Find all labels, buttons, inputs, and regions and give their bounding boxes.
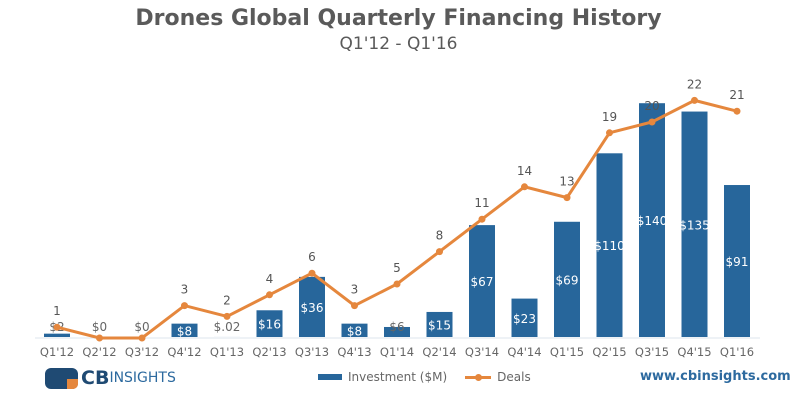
legend-swatch-deals <box>465 373 492 381</box>
x-tick-label: Q3'13 <box>295 345 329 359</box>
investment-label: $69 <box>556 273 579 287</box>
investment-label: $36 <box>301 301 324 315</box>
website-link[interactable]: www.cbinsights.com <box>640 369 791 384</box>
deals-label: 3 <box>181 283 189 297</box>
x-tick-label: Q1'12 <box>40 345 74 359</box>
investment-bar <box>469 225 495 337</box>
legend-label-deals: Deals <box>497 370 531 384</box>
logo-cb: CB <box>81 367 110 389</box>
deals-label: 22 <box>687 77 702 91</box>
deals-label: 6 <box>308 250 316 264</box>
investment-bar <box>299 276 325 337</box>
x-tick-label: Q3'14 <box>465 345 499 359</box>
deals-label: 19 <box>602 110 617 124</box>
investment-label: $15 <box>428 318 451 332</box>
investment-bar <box>44 333 70 337</box>
deals-point <box>138 334 146 342</box>
deals-point <box>393 280 401 288</box>
investment-bar <box>511 298 538 337</box>
investment-label: $110 <box>594 239 625 253</box>
x-tick-label: Q3'12 <box>125 345 159 359</box>
cb-insights-logo: CB INSIGHTS <box>45 367 176 389</box>
deals-point <box>223 312 231 320</box>
deals-point <box>351 302 358 310</box>
deals-label: 11 <box>474 196 489 210</box>
investment-bar <box>554 221 580 337</box>
deals-label: 21 <box>729 88 744 102</box>
investment-label: $0 <box>134 320 149 334</box>
investment-bar <box>341 323 368 337</box>
x-tick-label: Q4'12 <box>167 345 201 359</box>
legend: Investment ($M) Deals <box>318 370 531 384</box>
deals-point <box>96 334 103 342</box>
deals-point <box>181 302 188 310</box>
deals-label: 14 <box>517 164 532 178</box>
investment-bar <box>681 111 708 337</box>
x-tick-label: Q2'12 <box>82 345 116 359</box>
investment-bar <box>596 153 623 337</box>
chart-subtitle: Q1'12 - Q1'16 <box>339 34 458 54</box>
deals-label: 20 <box>644 99 659 113</box>
deals-label: 1 <box>53 304 61 318</box>
investment-label: $67 <box>471 275 494 289</box>
deals-point <box>733 107 741 115</box>
logo-mark-icon <box>45 367 78 389</box>
x-tick-label: Q2'15 <box>592 345 626 359</box>
investment-label: $140 <box>637 214 668 228</box>
investment-label: $135 <box>679 218 710 232</box>
deals-point <box>648 118 656 126</box>
deals-point <box>521 183 528 191</box>
investment-label: $.02 <box>214 320 241 334</box>
x-tick-label: Q3'15 <box>635 345 669 359</box>
investment-bar <box>639 103 665 337</box>
legend-label-investment: Investment ($M) <box>348 370 448 384</box>
investment-label: $16 <box>258 318 281 332</box>
deals-line <box>56 98 738 340</box>
deals-label: 4 <box>266 272 274 286</box>
deals-point <box>563 194 571 202</box>
legend-swatch-investment <box>318 374 342 380</box>
x-tick-label: Q1'15 <box>550 345 584 359</box>
deals-point <box>691 96 698 104</box>
x-tick-label: Q4'15 <box>677 345 711 359</box>
deals-label: 8 <box>436 229 444 243</box>
x-tick-label: Q4'14 <box>507 345 541 359</box>
x-tick-label: Q1'13 <box>210 345 244 359</box>
deals-point <box>308 269 316 277</box>
logo-insights: INSIGHTS <box>109 370 176 386</box>
investment-label: $6 <box>389 320 404 334</box>
investment-bar <box>256 310 283 337</box>
investment-bar <box>171 323 198 337</box>
x-tick-label: Q2'13 <box>252 345 286 359</box>
deals-point <box>436 248 443 256</box>
investment-bar <box>426 311 453 337</box>
x-tick-label: Q1'14 <box>380 345 414 359</box>
investment-label: $0 <box>92 320 107 334</box>
investment-label: $23 <box>513 312 536 326</box>
x-tick-label: Q2'14 <box>422 345 456 359</box>
deals-point <box>478 215 486 223</box>
deals-label: 13 <box>559 175 574 189</box>
deals-label: 5 <box>393 261 401 275</box>
investment-label: $91 <box>726 255 749 269</box>
x-tick-label: Q1'16 <box>720 345 754 359</box>
investment-bar <box>724 185 750 337</box>
deals-point <box>266 291 273 299</box>
investment-label: $8 <box>177 324 192 338</box>
investment-label: $8 <box>347 324 362 338</box>
deals-point <box>606 129 613 137</box>
x-tick-label: Q4'13 <box>337 345 371 359</box>
deals-label: 2 <box>223 293 231 307</box>
deals-point <box>53 323 61 331</box>
chart-title: Drones Global Quarterly Financing Histor… <box>135 6 662 31</box>
deals-label: 3 <box>351 283 359 297</box>
investment-bar <box>384 326 410 337</box>
